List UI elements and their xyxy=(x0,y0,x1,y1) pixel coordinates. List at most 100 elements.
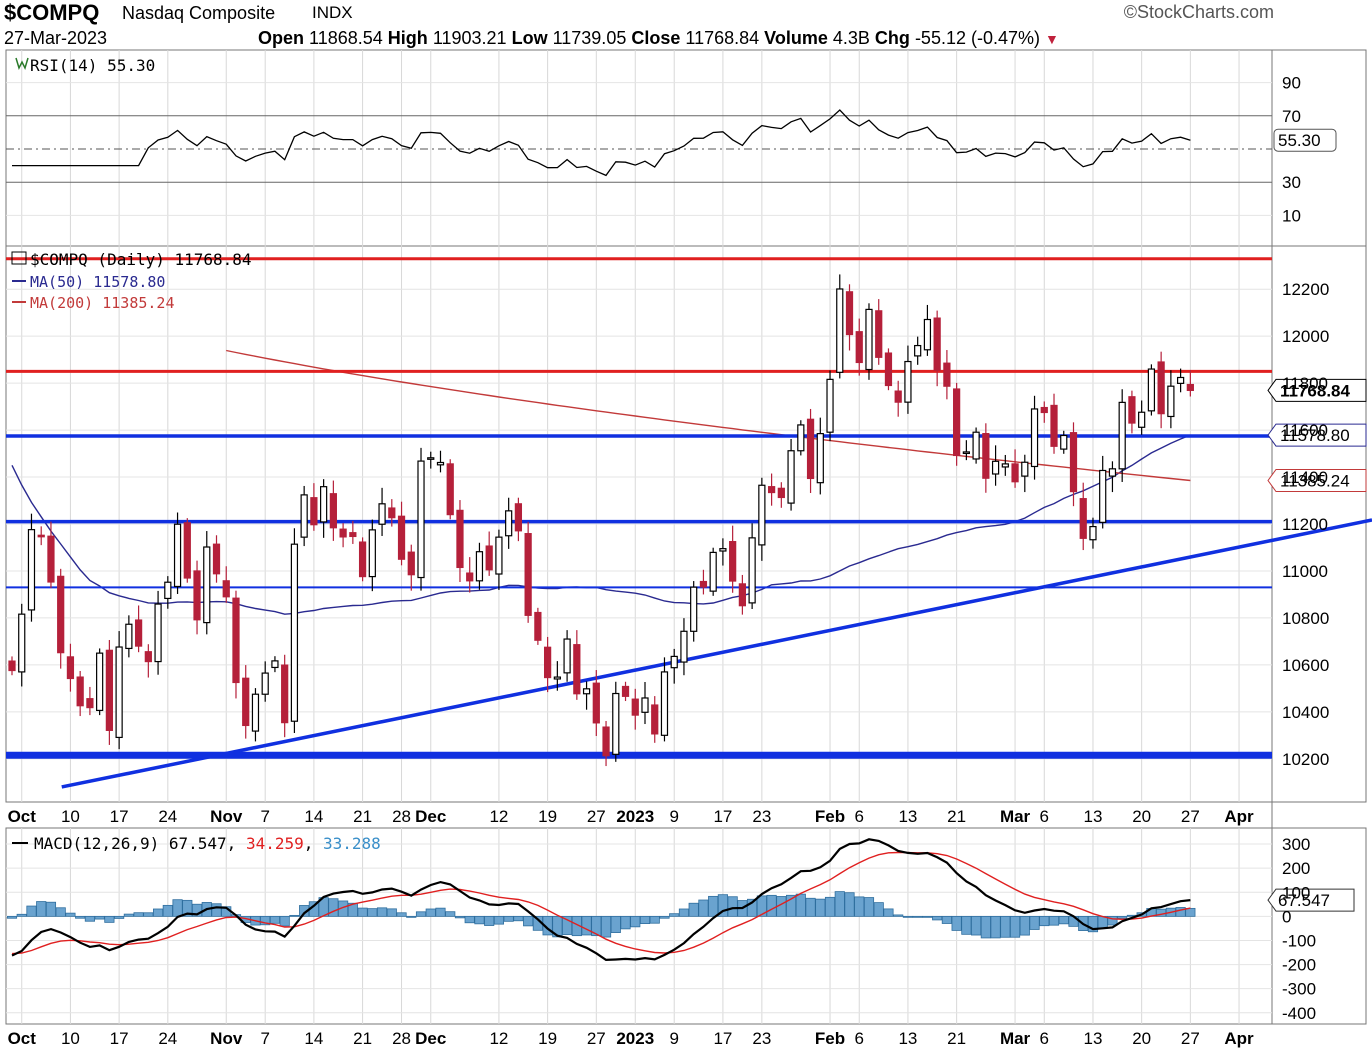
high-label: High xyxy=(387,28,428,48)
macd-histogram-bar xyxy=(435,907,446,917)
x-tick-label: Apr xyxy=(1224,1029,1254,1048)
candle-body xyxy=(27,529,36,611)
candle-body xyxy=(300,494,308,538)
candle-body xyxy=(203,546,211,624)
macd-histogram-bar xyxy=(971,915,982,936)
candle-body xyxy=(86,698,94,709)
candle-body xyxy=(105,649,114,731)
x-tick-label: 21 xyxy=(353,1029,372,1048)
macd-histogram-bar xyxy=(1117,915,1128,919)
candle-body xyxy=(76,676,84,707)
down-arrow-icon: ▼ xyxy=(1045,31,1059,47)
volume-label: Volume xyxy=(764,28,828,48)
macd-histogram-bar xyxy=(815,898,826,917)
candle-body xyxy=(914,344,922,357)
macd-histogram-bar xyxy=(153,908,164,917)
macd-histogram-bar xyxy=(620,915,631,930)
price-tick-label: 11600 xyxy=(1282,421,1328,440)
candle-body xyxy=(991,460,1000,475)
chg-value: -55.12 (-0.47%) xyxy=(914,28,1040,48)
x-tick-label: 27 xyxy=(1181,1029,1200,1048)
candle-body xyxy=(816,433,824,484)
x-tick-label: Dec xyxy=(415,807,446,826)
candle-body xyxy=(1001,463,1009,468)
candle-body xyxy=(1060,434,1068,450)
macd-histogram-bar xyxy=(279,915,290,927)
x-tick-label: 10 xyxy=(61,807,80,826)
symbol-title: $COMPQ xyxy=(4,0,100,25)
chart-date: 27-Mar-2023 xyxy=(4,28,108,48)
candle-body xyxy=(505,510,513,537)
x-tick-label: 17 xyxy=(110,807,129,826)
macd-histogram-bar xyxy=(396,912,407,917)
candle-body xyxy=(1079,498,1087,539)
candle-body xyxy=(592,682,600,724)
candle-body xyxy=(1069,432,1078,493)
candle-body xyxy=(777,487,785,499)
x-tick-label: 17 xyxy=(713,807,732,826)
x-tick-label: 27 xyxy=(587,807,606,826)
candle-body xyxy=(982,433,990,479)
candle-body xyxy=(972,431,980,460)
candle-body xyxy=(1050,404,1058,447)
candle-body xyxy=(310,497,318,526)
macd-histogram-bar xyxy=(1039,915,1050,927)
candle-body xyxy=(329,493,337,529)
candle-body xyxy=(339,528,347,538)
macd-histogram-bar xyxy=(503,915,514,922)
candle-body xyxy=(806,418,815,480)
close-value: 11768.84 xyxy=(685,28,760,48)
candle-body xyxy=(631,698,639,716)
macd-histogram-bar xyxy=(376,907,388,917)
candle-body xyxy=(222,580,230,598)
exchange-label: INDX xyxy=(312,3,353,22)
x-tick-label: 14 xyxy=(304,1029,323,1048)
macd-histogram-bar xyxy=(649,915,660,924)
macd-histogram-bar xyxy=(1097,915,1108,929)
price-tick-label: 12200 xyxy=(1282,280,1329,299)
candle-body xyxy=(738,583,747,607)
macd-histogram-bar xyxy=(464,915,475,924)
macd-histogram-bar xyxy=(902,915,914,918)
candle-body xyxy=(349,532,357,538)
macd-signal-line xyxy=(11,851,1191,955)
macd-histogram-bar xyxy=(162,904,173,917)
candle-body xyxy=(534,611,542,641)
macd-tick-label: -400 xyxy=(1282,1004,1316,1023)
price-value-badge xyxy=(1267,423,1367,447)
x-tick-label: 6 xyxy=(855,1029,864,1048)
macd-histogram-bar xyxy=(600,915,612,938)
candle-body xyxy=(1138,411,1146,428)
ohlc-readout: Open 11868.54 High 11903.21 Low 11739.05… xyxy=(258,28,1059,49)
macd-histogram-bar xyxy=(133,912,144,917)
macd-tick-label: 0 xyxy=(1282,907,1291,926)
candle-body xyxy=(1040,406,1048,414)
low-value: 11739.05 xyxy=(552,28,627,48)
candle-body xyxy=(8,660,16,672)
macd-hist-value: 33.288 xyxy=(323,834,381,853)
candle-body xyxy=(261,672,269,695)
macd-label-text: MACD(12,26,9) xyxy=(34,834,159,853)
macd-histogram-bar xyxy=(289,914,300,917)
candle-body xyxy=(144,651,152,663)
candle-body xyxy=(709,551,717,592)
candle-body xyxy=(66,656,75,680)
ma200-line xyxy=(226,349,1191,482)
rsi-tick-label: 90 xyxy=(1282,74,1301,93)
candle-body xyxy=(670,655,678,669)
candle-body xyxy=(884,352,893,387)
candle-body xyxy=(699,580,708,588)
price-legend-icon xyxy=(11,251,27,265)
volume-value: 4.3B xyxy=(832,28,870,48)
candle-body xyxy=(251,693,260,732)
macd-histogram-bar xyxy=(1048,915,1060,926)
price-value-badge xyxy=(1267,378,1367,402)
macd-histogram-bar xyxy=(415,911,427,917)
macd-histogram-bar xyxy=(94,915,105,920)
macd-histogram-bar xyxy=(678,908,690,917)
candle-body xyxy=(281,664,289,724)
candle-body xyxy=(475,551,484,582)
macd-histogram-bar xyxy=(143,912,154,917)
candle-body xyxy=(767,486,776,494)
candle-body xyxy=(1167,385,1175,418)
